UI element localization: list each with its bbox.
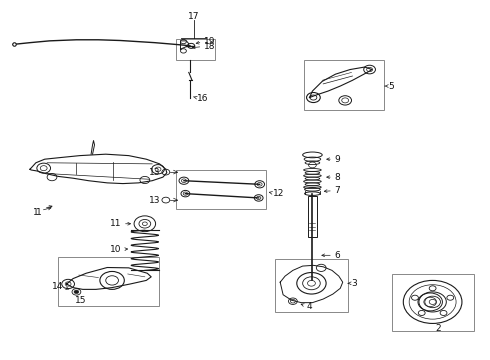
Text: 2: 2 (435, 324, 441, 333)
Bar (392, 274, 474, 330)
Text: 12: 12 (273, 189, 285, 198)
Text: 15: 15 (74, 296, 86, 305)
Bar (58, 257, 159, 306)
Text: 19: 19 (203, 37, 215, 46)
Text: 7: 7 (334, 186, 340, 195)
Bar (175, 170, 266, 210)
Bar (304, 60, 384, 110)
Text: 14: 14 (52, 282, 63, 291)
Bar (308, 196, 318, 237)
Text: 5: 5 (388, 82, 394, 91)
Text: 8: 8 (334, 173, 340, 182)
Text: 3: 3 (351, 279, 357, 288)
Text: 6: 6 (334, 251, 340, 260)
Text: 13: 13 (148, 168, 160, 177)
Text: 11: 11 (110, 219, 122, 228)
Text: 1: 1 (36, 208, 42, 217)
Text: 13: 13 (148, 195, 160, 204)
Text: 1: 1 (33, 208, 39, 217)
Bar (175, 39, 215, 60)
Text: 9: 9 (334, 156, 340, 165)
Text: 4: 4 (306, 302, 312, 311)
Text: 17: 17 (188, 12, 199, 21)
Bar (275, 259, 347, 312)
Text: 16: 16 (197, 94, 209, 103)
Text: 18: 18 (203, 42, 215, 51)
Circle shape (74, 290, 79, 294)
Text: 10: 10 (110, 246, 122, 255)
